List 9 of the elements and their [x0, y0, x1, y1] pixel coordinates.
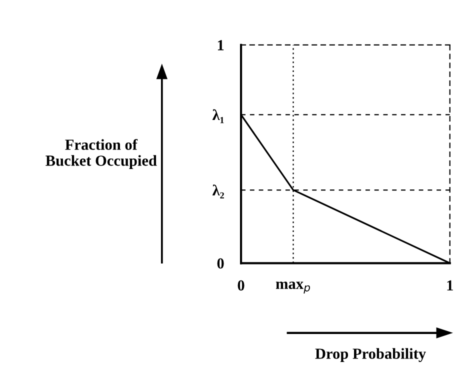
y-tick-label: 0: [217, 258, 224, 269]
y-tick-label: 1: [218, 40, 224, 50]
y-axis-title: Fraction of Bucket Occupied: [46, 138, 157, 169]
x-tick-label: 1: [447, 280, 453, 290]
y-tick-label: λ₂: [212, 184, 224, 198]
x-tick-label: max$_{p}$: [276, 282, 310, 294]
x-axis-title: Drop Probability: [315, 348, 426, 362]
x-tick-label: 0: [238, 280, 244, 291]
y-tick-label: λ₁: [212, 109, 224, 124]
